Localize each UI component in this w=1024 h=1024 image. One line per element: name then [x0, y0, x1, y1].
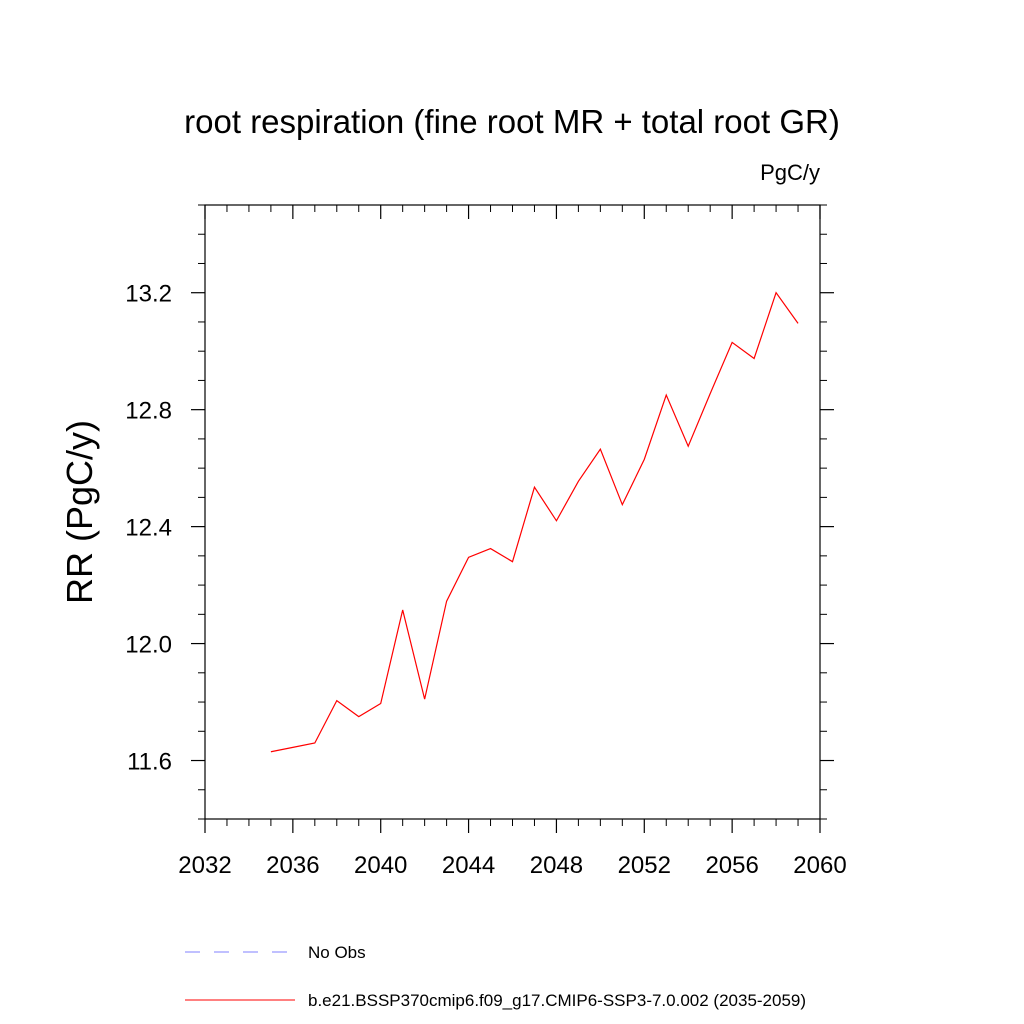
y-axis-label: RR (PgC/y)	[59, 420, 100, 604]
x-tick-label: 2032	[178, 852, 231, 879]
chart-units: PgC/y	[760, 160, 820, 185]
plot-frame	[204, 204, 821, 820]
x-tick-label: 2056	[705, 852, 758, 879]
y-tick-label: 12.4	[125, 515, 172, 542]
chart-title: root respiration (fine root MR + total r…	[184, 103, 840, 140]
x-tick-label: 2040	[354, 852, 407, 879]
legend-label: No Obs	[308, 943, 366, 962]
axis-tick-labels: 2032 2036 2040 2044 2048 2052 2056 2060 11.6 12.0…	[125, 281, 846, 879]
series-lines	[270, 291, 799, 753]
y-tick-label: 12.0	[125, 632, 172, 659]
legend: No Obs b.e21.BSSP370cmip6.f09_g17.CMIP6-S…	[185, 943, 806, 1010]
axis-ticks	[191, 204, 834, 833]
x-tick-label: 2044	[442, 852, 495, 879]
y-tick-label: 12.8	[125, 398, 172, 425]
x-tick-label: 2048	[530, 852, 583, 879]
y-tick-label: 11.6	[127, 749, 172, 776]
x-tick-label: 2052	[618, 852, 671, 879]
x-tick-label: 2036	[266, 852, 319, 879]
y-tick-label: 13.2	[125, 281, 172, 308]
legend-label: b.e21.BSSP370cmip6.f09_g17.CMIP6-SSP3-7.…	[308, 991, 806, 1010]
x-tick-label: 2060	[793, 852, 846, 879]
series-line	[270, 291, 799, 753]
